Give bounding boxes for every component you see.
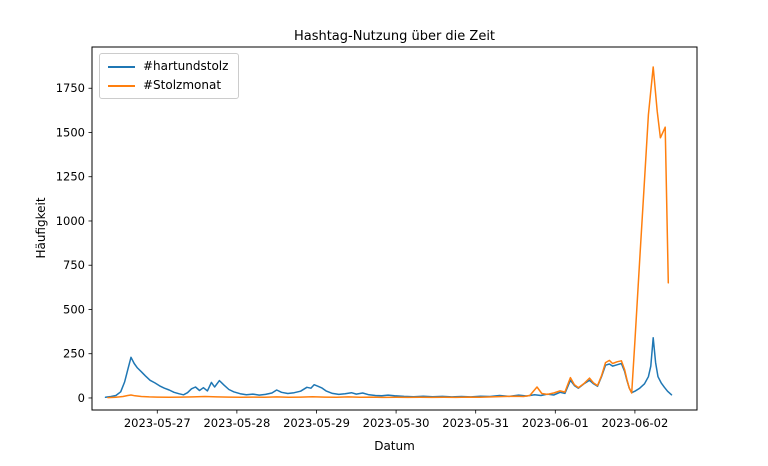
x-tick-label: 2023-05-27 [124,416,191,430]
x-tick-label: 2023-05-31 [442,416,509,430]
legend-item: #hartundstolz [108,60,228,73]
x-tick-label: 2023-06-01 [522,416,589,430]
x-tick-label: 2023-05-30 [363,416,430,430]
plot-line-Stolzmonat [107,66,670,399]
x-axis-label: Datum [374,439,415,453]
x-tick-label: 2023-05-28 [203,416,270,430]
legend-item: #Stolzmonat [108,79,228,92]
y-tick-label: 250 [63,347,85,361]
legend-line-sample [108,84,135,87]
y-tick-label: 0 [78,391,85,405]
y-tick-label: 500 [63,302,85,316]
plot-line-hartundstolz [104,337,673,399]
y-tick-label: 1250 [56,170,85,184]
legend: #hartundstolz #Stolzmonat [99,53,240,99]
y-tick-label: 1500 [56,125,85,139]
legend-label: #hartundstolz [143,59,229,73]
y-tick-label: 1000 [56,214,85,228]
chart-title: Hashtag-Nutzung über die Zeit [293,29,496,44]
x-tick-label: 2023-05-29 [283,416,350,430]
legend-line-sample [108,65,135,68]
axes-spines [91,46,698,411]
x-tick-label: 2023-06-02 [601,416,668,430]
y-tick-label: 1750 [56,81,85,95]
legend-label: #Stolzmonat [143,78,222,92]
y-tick-label: 750 [63,258,85,272]
